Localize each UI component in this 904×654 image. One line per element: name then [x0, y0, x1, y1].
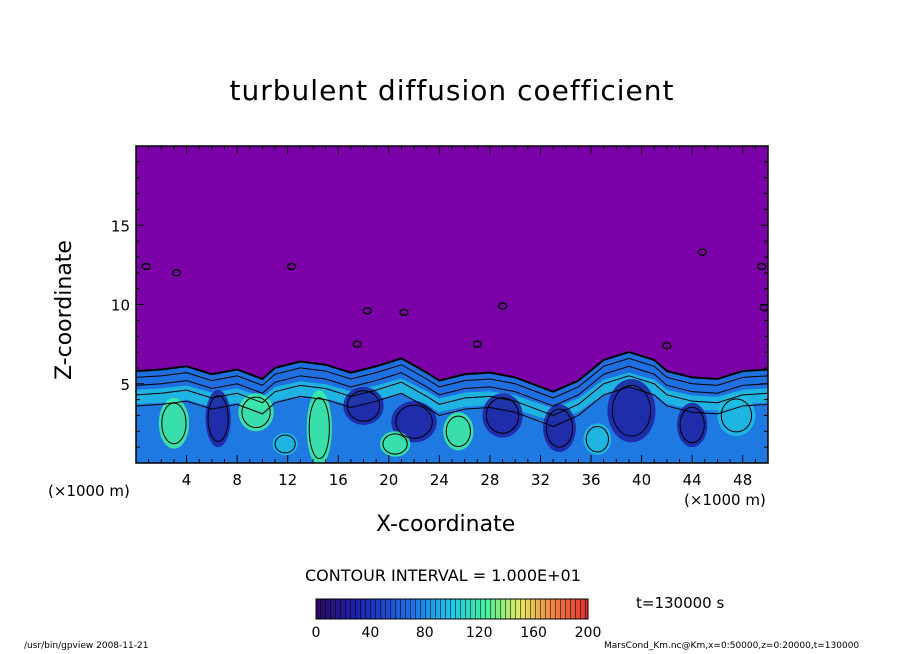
x-tick-label: 32 [531, 471, 550, 489]
contour-cell-6 [445, 415, 471, 448]
x-tick-label: 20 [379, 471, 398, 489]
contour-cell-3 [308, 397, 330, 460]
field-cell-7 [482, 393, 523, 438]
field-cell-5 [391, 401, 437, 443]
contour-cell-7 [485, 397, 520, 434]
contour-line-3 [136, 375, 768, 416]
upper-patch-7 [756, 262, 767, 271]
x-tick-label: 4 [182, 471, 192, 489]
upper-patch-3 [362, 307, 373, 315]
upper-patch-1 [171, 269, 182, 277]
x-tick-label: 48 [733, 471, 752, 489]
footer-command-date: /usr/bin/gpview 2008-11-21 [24, 641, 149, 651]
colorbar-tick-label: 0 [312, 625, 321, 641]
contour-line-1 [136, 357, 768, 399]
contour-cell-8 [545, 408, 574, 448]
field-cell-11 [717, 394, 756, 437]
contour-interval-label: CONTOUR INTERVAL = 1.000E+01 [305, 566, 581, 585]
x-unit-label: (×1000 m) [684, 491, 766, 509]
x-tick-label: 8 [232, 471, 242, 489]
upper-patch-6 [697, 248, 708, 256]
time-label: t=130000 s [636, 594, 725, 612]
x-tick-label: 12 [278, 471, 297, 489]
contour-cell-12 [274, 434, 296, 454]
contour-line-2 [136, 365, 768, 407]
contour-cell-1 [207, 395, 229, 442]
field-cell-6 [443, 412, 474, 451]
x-tick-label: 24 [430, 471, 449, 489]
upper-patch-10 [662, 341, 672, 350]
x-tick-label: 16 [329, 471, 348, 489]
colorbar-tick-label: 80 [416, 625, 434, 641]
colorbar: 0 40 80 120 160 200 [312, 598, 602, 641]
z-unit-label: (×1000 m) [48, 482, 130, 500]
field-cell-14 [583, 423, 612, 456]
field-cell-1 [205, 390, 231, 448]
y-tick-label: 10 [111, 297, 130, 315]
upper-patch-5 [497, 302, 508, 310]
contour-cell-13 [382, 433, 408, 455]
colorbar-tick-label: 40 [361, 625, 379, 641]
contour-cell-5 [395, 404, 433, 439]
x-tick-label: 44 [683, 471, 702, 489]
contour-cell-11 [720, 398, 753, 433]
upper-patch-9 [352, 340, 362, 348]
footer-source: MarsCond_Km.nc@Km,x=0:50000,z=0:20000,t=… [604, 641, 860, 651]
contour-cell-14 [585, 426, 609, 453]
contour-cell-10 [679, 406, 705, 444]
contour-cell-9 [611, 384, 652, 437]
upper-patch-2 [286, 262, 297, 271]
contour-cell-4 [346, 390, 381, 422]
upper-patch-4 [399, 308, 409, 317]
y-tick-label: 15 [111, 217, 130, 235]
x-axis-label: X-coordinate [376, 512, 516, 537]
field-cell-3 [306, 390, 332, 463]
field-cell-4 [343, 386, 384, 425]
field-cell-10 [676, 402, 708, 448]
colorbar-tick-label: 120 [466, 625, 493, 641]
contour-line-4 [136, 386, 768, 428]
contour-cell-2 [241, 396, 271, 428]
plot-area [136, 146, 768, 463]
field-cell-12 [272, 432, 298, 456]
upper-patch-11 [472, 340, 483, 348]
field-cell-13 [379, 431, 411, 457]
field-cell-0 [158, 398, 190, 449]
contour-cell-0 [161, 402, 187, 445]
y-tick-label: 5 [120, 376, 130, 394]
colorbar-contour-lines [316, 599, 588, 619]
x-tick-label: 40 [632, 471, 651, 489]
field-cell-2 [238, 393, 274, 432]
upper-patch-0 [141, 262, 151, 271]
colorbar-tick-label: 160 [520, 625, 547, 641]
field-cell-8 [543, 404, 576, 452]
x-tick-label: 28 [480, 471, 499, 489]
field-cell-9 [607, 378, 656, 443]
colorbar-frame [315, 598, 589, 620]
colorbar-tick-label: 200 [575, 625, 602, 641]
contour-line-0 [136, 351, 768, 393]
chart-title: turbulent diffusion coefficient [229, 74, 675, 107]
x-tick-label: 36 [581, 471, 600, 489]
